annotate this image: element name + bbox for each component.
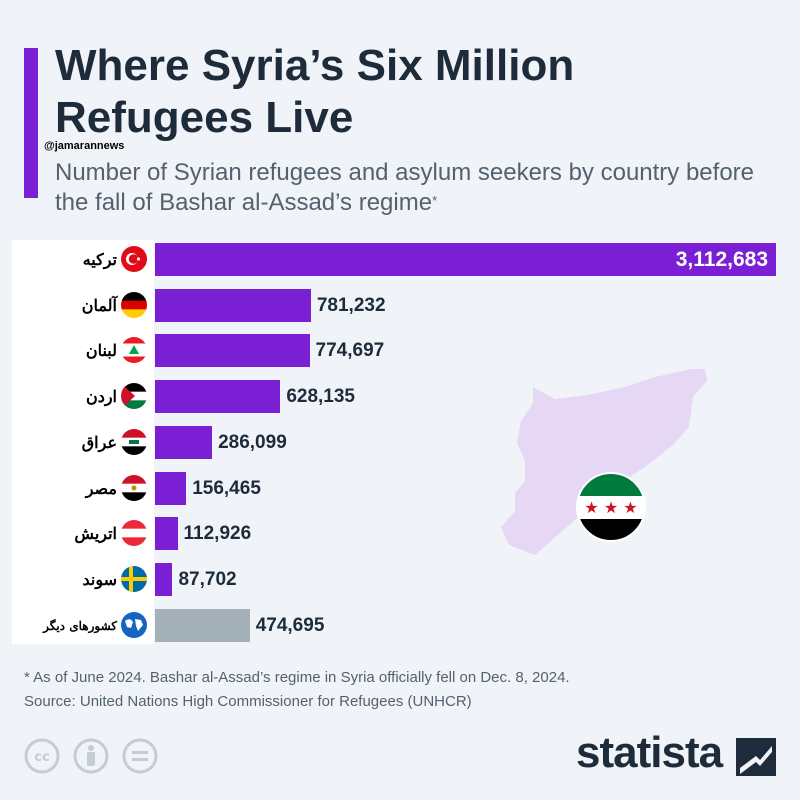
turkey-flag — [121, 246, 147, 272]
chart-subtitle: Number of Syrian refugees and asylum see… — [55, 158, 755, 218]
value-label: 781,232 — [316, 294, 386, 316]
syria-map-shape — [501, 369, 707, 555]
bar — [155, 288, 311, 322]
syrian-flag-middle-stripe — [577, 496, 645, 519]
value-label: 474,695 — [255, 614, 325, 636]
syrian-flag-top-stripe — [577, 473, 645, 496]
value-label: 87,702 — [178, 568, 237, 590]
value-label: 112,926 — [183, 523, 252, 545]
value-label: 156,465 — [192, 477, 261, 499]
globe-icon — [121, 611, 147, 638]
watermark: @jamarannews — [44, 140, 125, 152]
no-derivatives-icon[interactable] — [122, 738, 158, 774]
lebanon-flag — [121, 337, 147, 364]
footnote-block: * As of June 2024. Bashar al-Assad’s reg… — [24, 666, 764, 714]
bar — [155, 380, 281, 414]
bar — [155, 243, 776, 276]
title-accent-bar — [24, 48, 38, 198]
value-label: 774,697 — [315, 340, 385, 362]
bar — [155, 425, 213, 459]
austria-flag — [121, 520, 147, 547]
footnote-note: * As of June 2024. Bashar al-Assad’s reg… — [24, 669, 570, 686]
bar — [155, 562, 173, 596]
attribution-icon[interactable] — [73, 738, 109, 774]
bar — [155, 608, 250, 642]
value-label: 286,099 — [218, 431, 287, 453]
category-label: لبنان — [85, 341, 117, 361]
syrian-flag-border — [576, 472, 646, 542]
chart-title: Where Syria’s Six Million Refugees Live — [55, 41, 575, 142]
germany-flag — [121, 291, 147, 318]
sweden-flag — [121, 565, 147, 592]
statista-logo-icon[interactable] — [736, 738, 776, 776]
bar — [155, 471, 187, 505]
subtitle-text: Number of Syrian refugees and asylum see… — [55, 159, 755, 216]
cc-icon[interactable]: cc — [24, 738, 60, 774]
category-label: کشورهای دیگر — [43, 618, 117, 633]
category-label: عراق — [81, 432, 117, 452]
footnote-source: Source: United Nations High Commissioner… — [24, 693, 472, 710]
jordan-flag — [121, 383, 147, 410]
category-label: اتریش — [74, 524, 117, 544]
category-label: مصر — [85, 478, 117, 498]
category-label: سوند — [82, 569, 117, 589]
value-label: 628,135 — [286, 386, 355, 408]
bar — [155, 517, 178, 551]
brand-name[interactable]: statista — [576, 728, 723, 777]
iraq-flag — [121, 428, 147, 455]
category-label: ترکیه — [82, 250, 117, 269]
syrian-flag-stars: ★ ★ ★ — [584, 498, 637, 517]
syrian-flag-icon: ★ ★ ★ — [576, 472, 646, 542]
category-label: اردن — [85, 387, 117, 407]
egypt-flag — [121, 474, 147, 501]
value-label: 3,112,683 — [675, 248, 768, 271]
syria-map: ★ ★ ★ — [501, 369, 707, 555]
category-label: آلمان — [81, 295, 117, 315]
svg-text:cc: cc — [34, 750, 49, 765]
bar — [155, 334, 310, 368]
subtitle-footnote-mark: * — [432, 193, 438, 208]
